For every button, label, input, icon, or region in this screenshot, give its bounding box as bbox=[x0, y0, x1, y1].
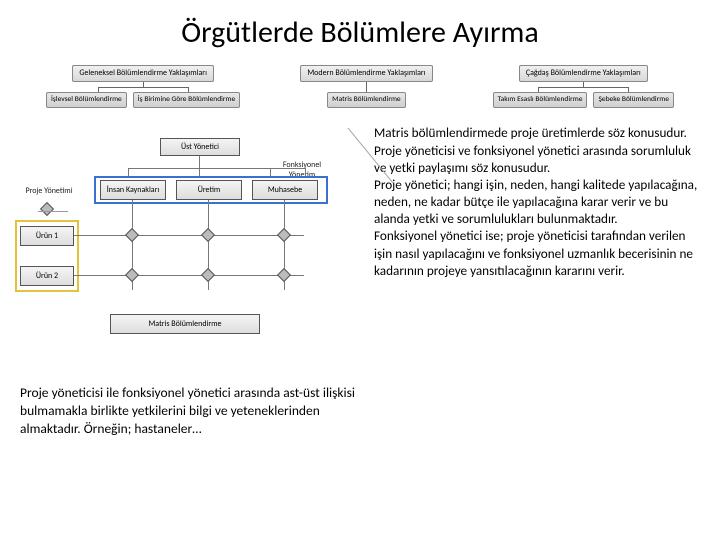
tree-geleneksel: Geleneksel Bölümlendirme Yaklaşımları İş… bbox=[46, 65, 240, 108]
matrix-col-uretim: Üretim bbox=[176, 180, 242, 200]
matrix-node bbox=[277, 228, 291, 242]
tree-child-matris: Matris Bölümlendirme bbox=[327, 92, 406, 108]
matrix-col-ik: İnsan Kaynakları bbox=[100, 180, 166, 200]
tree-top-modern: Modern Bölümlendirme Yaklaşımları bbox=[300, 65, 432, 82]
matrix-ust-yonetici: Üst Yönetici bbox=[160, 138, 240, 156]
tree-top-geleneksel: Geleneksel Bölümlendirme Yaklaşımları bbox=[72, 65, 214, 82]
left-caption: Proje yöneticisi ile fonksiyonel yönetic… bbox=[20, 384, 360, 437]
matrix-node bbox=[125, 268, 139, 282]
matrix-node bbox=[277, 268, 291, 282]
right-paragraph: Matris bölümlendirmede proje üretimlerde… bbox=[374, 118, 700, 437]
matrix-node bbox=[40, 202, 54, 216]
tree-cagdas: Çağdaş Bölümlendirme Yaklaşımları Takım … bbox=[493, 65, 674, 108]
tree-child-sebeke: Şebeke Bölümlendirme bbox=[593, 92, 674, 108]
tree-child-isbirimi: İş Birimine Göre Bölümlendirme bbox=[133, 92, 240, 108]
matrix-col-muhasebe: Muhasebe bbox=[252, 180, 318, 200]
tree-top-cagdas: Çağdaş Bölümlendirme Yaklaşımları bbox=[519, 65, 648, 82]
tree-child-takim: Takım Esaslı Bölümlendirme bbox=[493, 92, 588, 108]
page-title: Örgütlerde Bölümlere Ayırma bbox=[0, 0, 720, 59]
top-trees-row: Geleneksel Bölümlendirme Yaklaşımları İş… bbox=[0, 65, 720, 108]
highlight-proje bbox=[15, 220, 79, 292]
matrix-node bbox=[201, 228, 215, 242]
tree-modern: Modern Bölümlendirme Yaklaşımları Matris… bbox=[300, 65, 432, 108]
matrix-proje-y-label: Proje Yönetimi bbox=[20, 186, 78, 196]
matrix-node bbox=[201, 268, 215, 282]
tree-child-islevsel: İşlevsel Bölümlendirme bbox=[46, 92, 127, 108]
matrix-footer: Matris Bölümlendirme bbox=[110, 314, 260, 334]
matrix-diagram: Üst Yönetici Fonksiyonel Yönetim Proje Y… bbox=[20, 138, 350, 378]
matrix-node bbox=[125, 228, 139, 242]
